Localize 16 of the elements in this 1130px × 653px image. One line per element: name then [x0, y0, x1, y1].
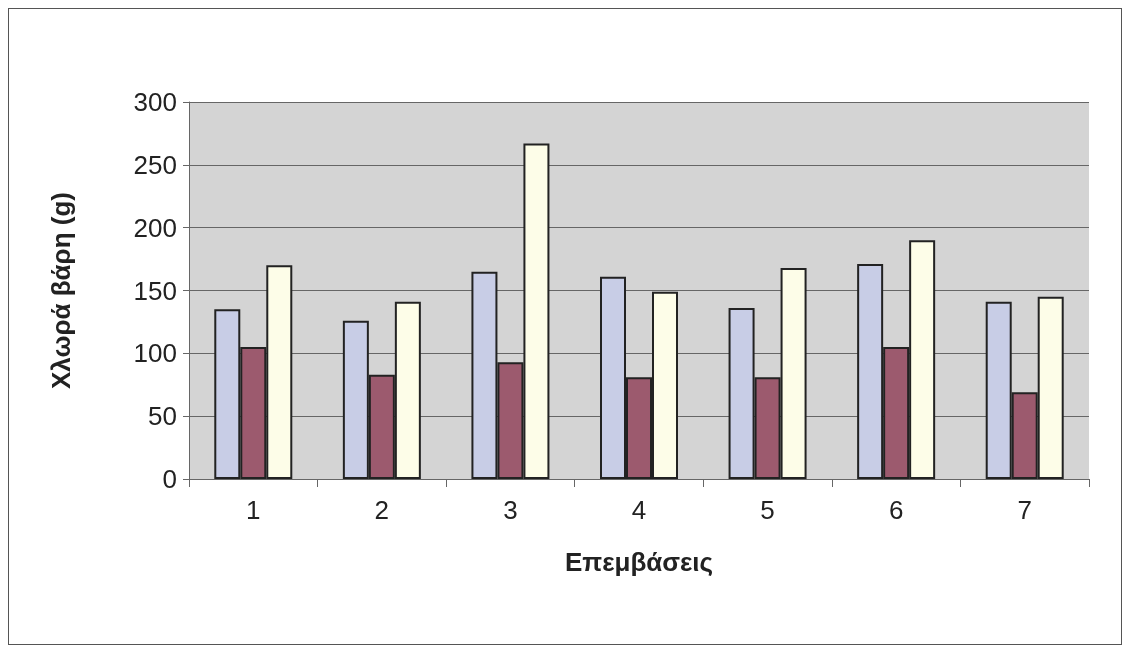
x-axis-title: Επεμβάσεις: [564, 547, 714, 577]
x-tick-label: 2: [374, 495, 390, 525]
y-tick-label: 0: [162, 464, 177, 494]
y-tick-label: 200: [133, 212, 177, 243]
y-tick-label: 50: [148, 401, 177, 432]
y-tick-label: 100: [133, 338, 177, 369]
x-tick-label: 7: [1017, 495, 1032, 525]
x-tick-label: 4: [631, 495, 647, 525]
x-tick-label: 5: [760, 495, 775, 525]
x-tick-label: 3: [503, 495, 518, 525]
y-tick-label: 300: [133, 87, 177, 117]
y-tick-label: 150: [133, 275, 177, 306]
y-axis-title: Χλωρά βάρη (g): [46, 192, 76, 389]
x-tick-label: 6: [888, 495, 904, 525]
y-tick-label: 250: [133, 149, 177, 180]
x-tick-label: 1: [246, 495, 261, 525]
